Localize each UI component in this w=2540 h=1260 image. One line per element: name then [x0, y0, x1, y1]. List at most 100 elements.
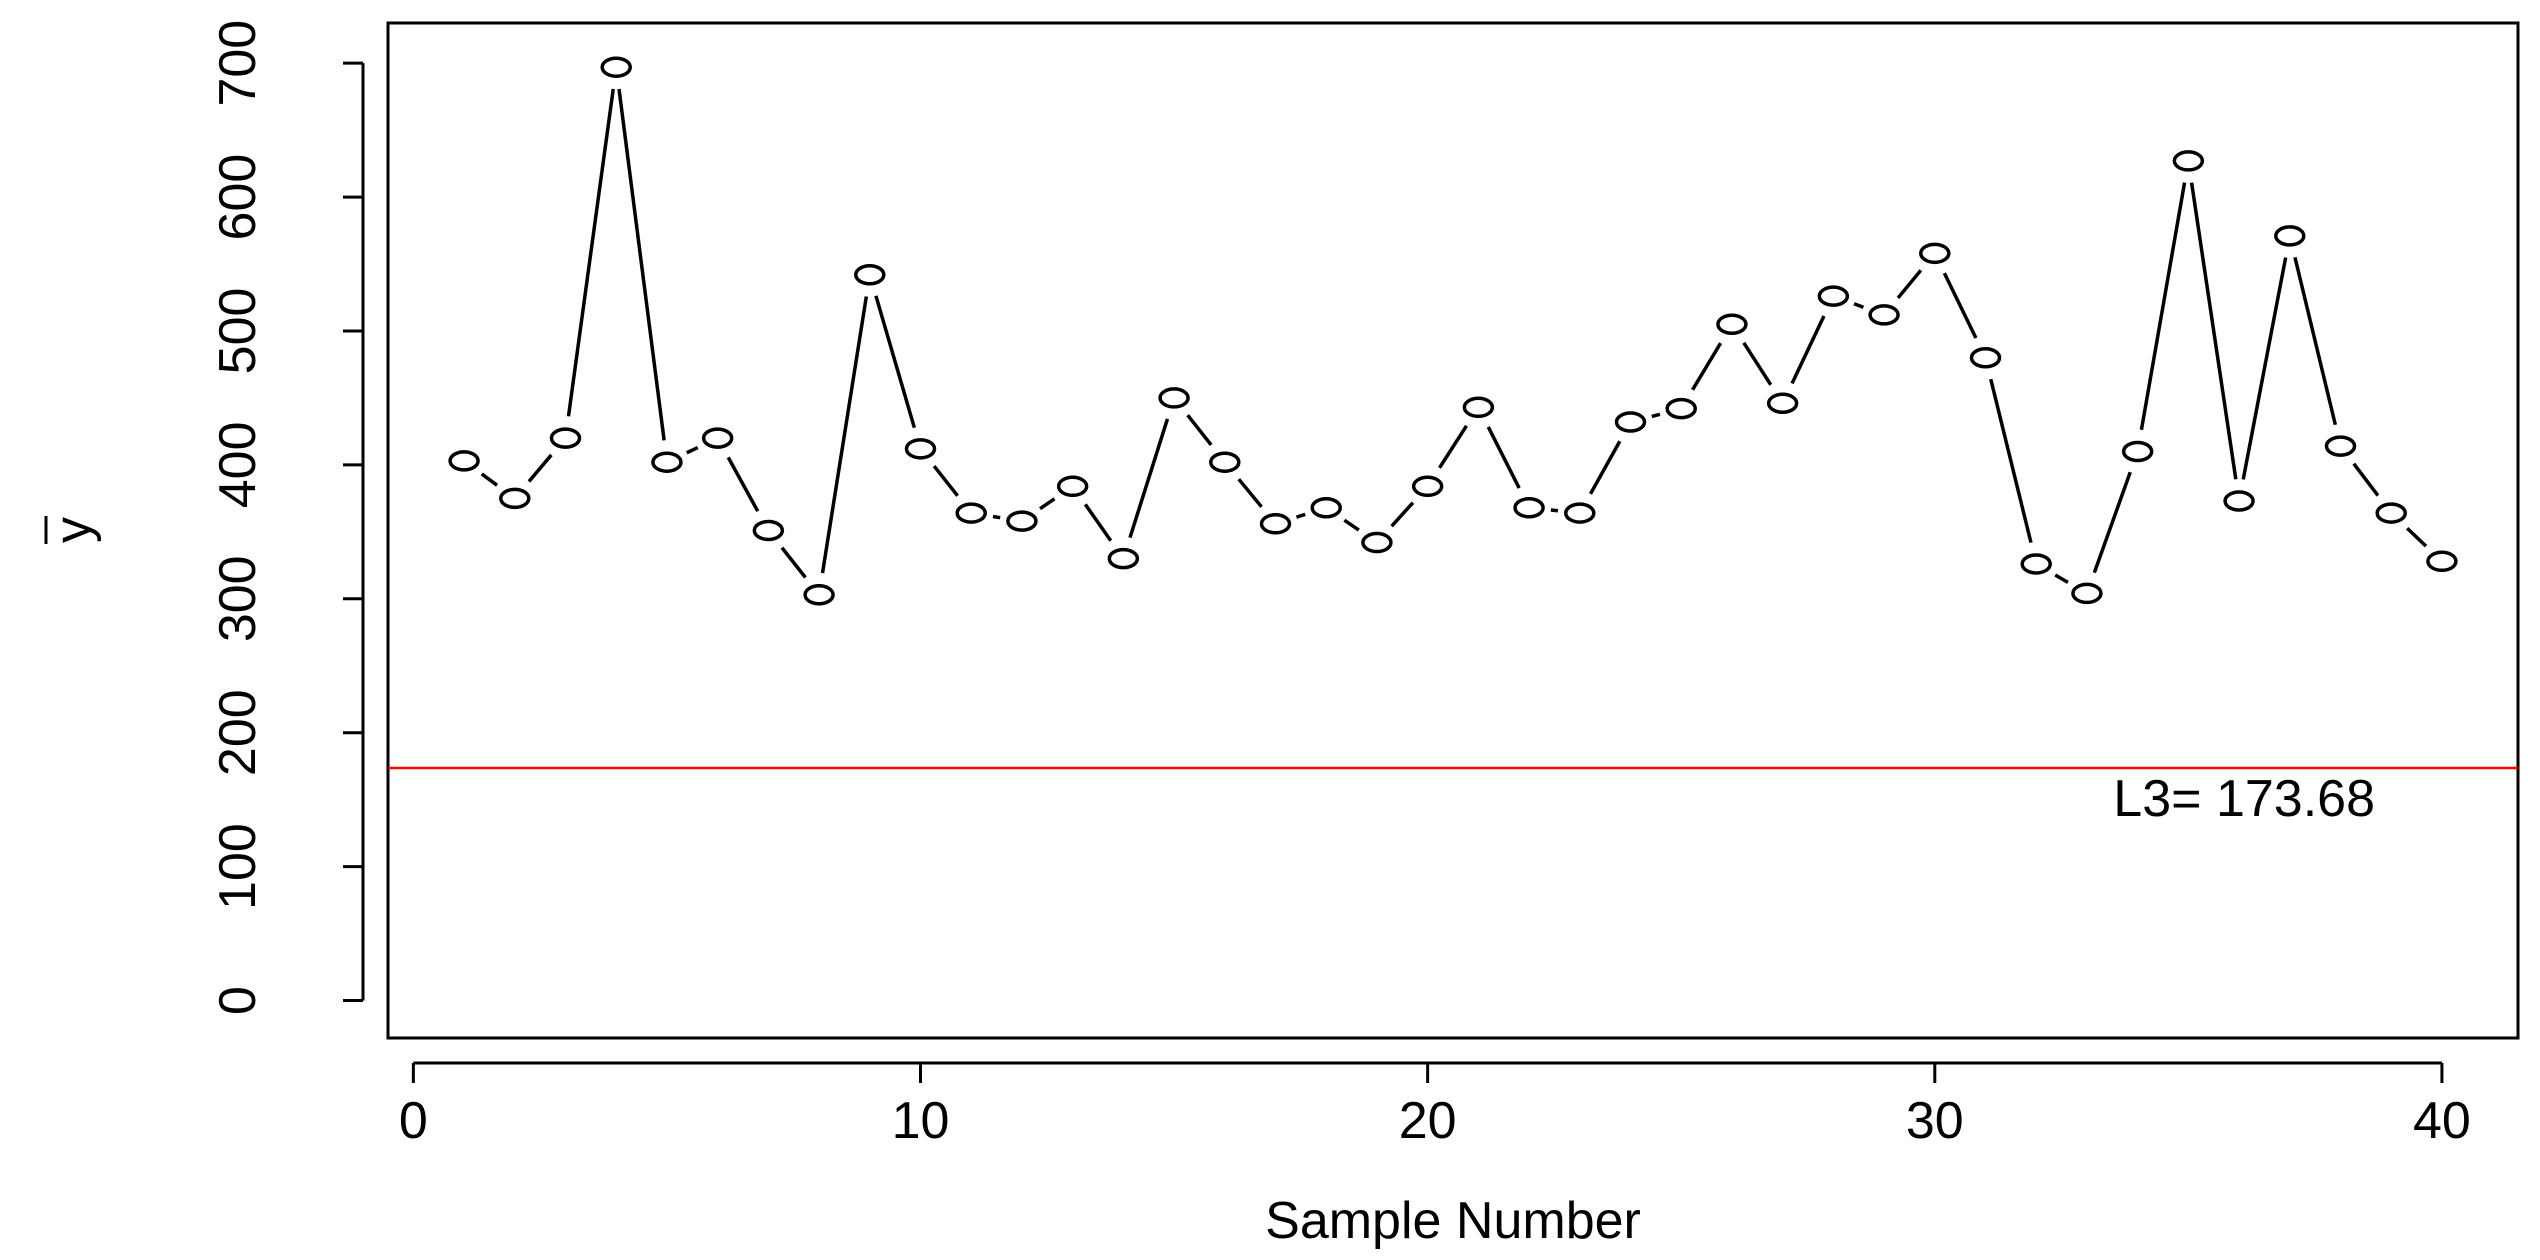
data-point [1411, 475, 1444, 498]
data-point [854, 263, 886, 286]
data-point [1766, 392, 1799, 415]
series-line-segment [1343, 518, 1360, 532]
data-point [1564, 502, 1596, 524]
series-line-segment [726, 456, 760, 513]
data-point [600, 56, 632, 78]
series-line-segment [1083, 503, 1113, 542]
series-line-segment [1691, 342, 1723, 391]
series-line-segment [2352, 462, 2380, 497]
series-line-segment [686, 445, 699, 455]
data-point [1006, 510, 1038, 532]
series-line-segment [2293, 256, 2338, 426]
series-line-segment [1128, 418, 1170, 539]
x-tick-label: 40 [2413, 1092, 2471, 1150]
data-point [955, 502, 987, 524]
series-line-segment [1588, 440, 1622, 495]
series-line-segment [1742, 341, 1773, 386]
y-axis-title-group: y [44, 516, 102, 544]
data-point [2324, 435, 2357, 457]
y-tick-label: 700 [209, 20, 267, 107]
series-line-segment [1651, 412, 1661, 419]
series-line-segment [874, 295, 917, 429]
series-line-segment [1790, 315, 1826, 385]
data-point [2274, 225, 2306, 247]
data-point [448, 450, 480, 472]
y-tick-label: 300 [209, 555, 267, 642]
data-point [1158, 387, 1190, 409]
series-line-segment [527, 453, 553, 483]
series-line-segment [2139, 182, 2187, 431]
data-point [701, 427, 734, 449]
data-point [803, 584, 835, 606]
data-point [1614, 411, 1647, 433]
y-tick-label: 600 [209, 154, 267, 241]
series-line-segment [932, 465, 959, 497]
series-line-segment [566, 88, 615, 417]
data-point [2020, 553, 2052, 575]
series-line-segment [1942, 272, 1978, 339]
data-point [549, 427, 582, 449]
series-line-segment [1039, 497, 1056, 511]
y-tick-label: 200 [209, 689, 267, 776]
series-line-segment [1295, 512, 1306, 519]
series-line-segment [1390, 501, 1415, 528]
x-tick-label: 30 [1906, 1092, 1964, 1150]
data-point [2172, 150, 2205, 172]
data-point [1716, 313, 1748, 336]
data-point [2121, 440, 2154, 463]
series-line-segment [1186, 414, 1213, 447]
series-line-segment [2054, 573, 2069, 584]
data-point [1259, 513, 1292, 535]
series-line-segment [480, 472, 499, 487]
data-point [651, 451, 683, 473]
data-point [1969, 347, 2002, 369]
data-point [1107, 547, 1140, 570]
data-point [1361, 531, 1393, 554]
data-point [1665, 397, 1697, 420]
series-line-segment [1237, 478, 1263, 508]
series-line-segment [820, 296, 869, 574]
data-point [1919, 242, 1951, 265]
series-line-segment [1486, 426, 1521, 489]
series-line-segment [1989, 378, 2033, 544]
data-point [2223, 490, 2255, 512]
data-point [499, 487, 531, 510]
series-line-segment [1896, 269, 1923, 300]
series-line-segment [1550, 508, 1559, 513]
data-point [2426, 550, 2458, 573]
y-tick-label: 0 [209, 986, 267, 1015]
series-line-segment [2405, 526, 2428, 548]
series-line-segment [1853, 302, 1865, 309]
reference-line-group: L3= 173.68 [388, 766, 2518, 828]
data-point [1310, 496, 1342, 519]
y-axis-title: y [44, 517, 102, 543]
data-point [1513, 496, 1545, 519]
data-point [1462, 396, 1495, 419]
data-point [1817, 285, 1850, 307]
data-point [752, 519, 785, 542]
series-line-segment [1438, 424, 1468, 469]
data-point [1209, 451, 1241, 473]
x-axis-title: Sample Number [1265, 1192, 1641, 1250]
plot-frame [386, 21, 2520, 1040]
y-tick-label: 400 [209, 422, 267, 509]
series-line-segment [780, 546, 807, 579]
data-point [2071, 582, 2103, 605]
series-line-segment [992, 514, 1001, 520]
reference-line-label: L3= 173.68 [2113, 770, 2375, 828]
series-line-segment [617, 88, 666, 441]
y-tick-label: 500 [209, 288, 267, 375]
series-line-segment [2092, 471, 2132, 574]
data-point [1868, 304, 1900, 326]
x-tick-label: 20 [1399, 1092, 1457, 1150]
data-point [1056, 475, 1089, 498]
y-tick-label: 100 [209, 823, 267, 910]
data-point [2375, 502, 2407, 524]
series-line-segment [2241, 257, 2288, 480]
data-point [904, 438, 937, 460]
x-tick-label: 0 [399, 1092, 428, 1150]
series-line-segment [2189, 182, 2238, 480]
x-tick-label: 10 [892, 1092, 950, 1150]
